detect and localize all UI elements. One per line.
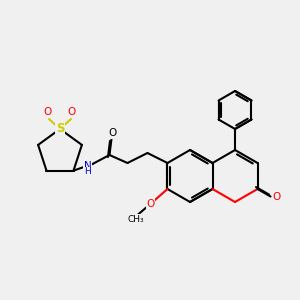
Text: O: O xyxy=(68,107,76,117)
Text: CH₃: CH₃ xyxy=(127,214,144,224)
Text: S: S xyxy=(56,122,64,136)
Text: O: O xyxy=(272,191,281,202)
Text: O: O xyxy=(44,107,52,117)
Text: O: O xyxy=(108,128,117,138)
Text: H: H xyxy=(84,167,91,176)
Text: O: O xyxy=(146,199,154,209)
Text: N: N xyxy=(84,161,92,171)
